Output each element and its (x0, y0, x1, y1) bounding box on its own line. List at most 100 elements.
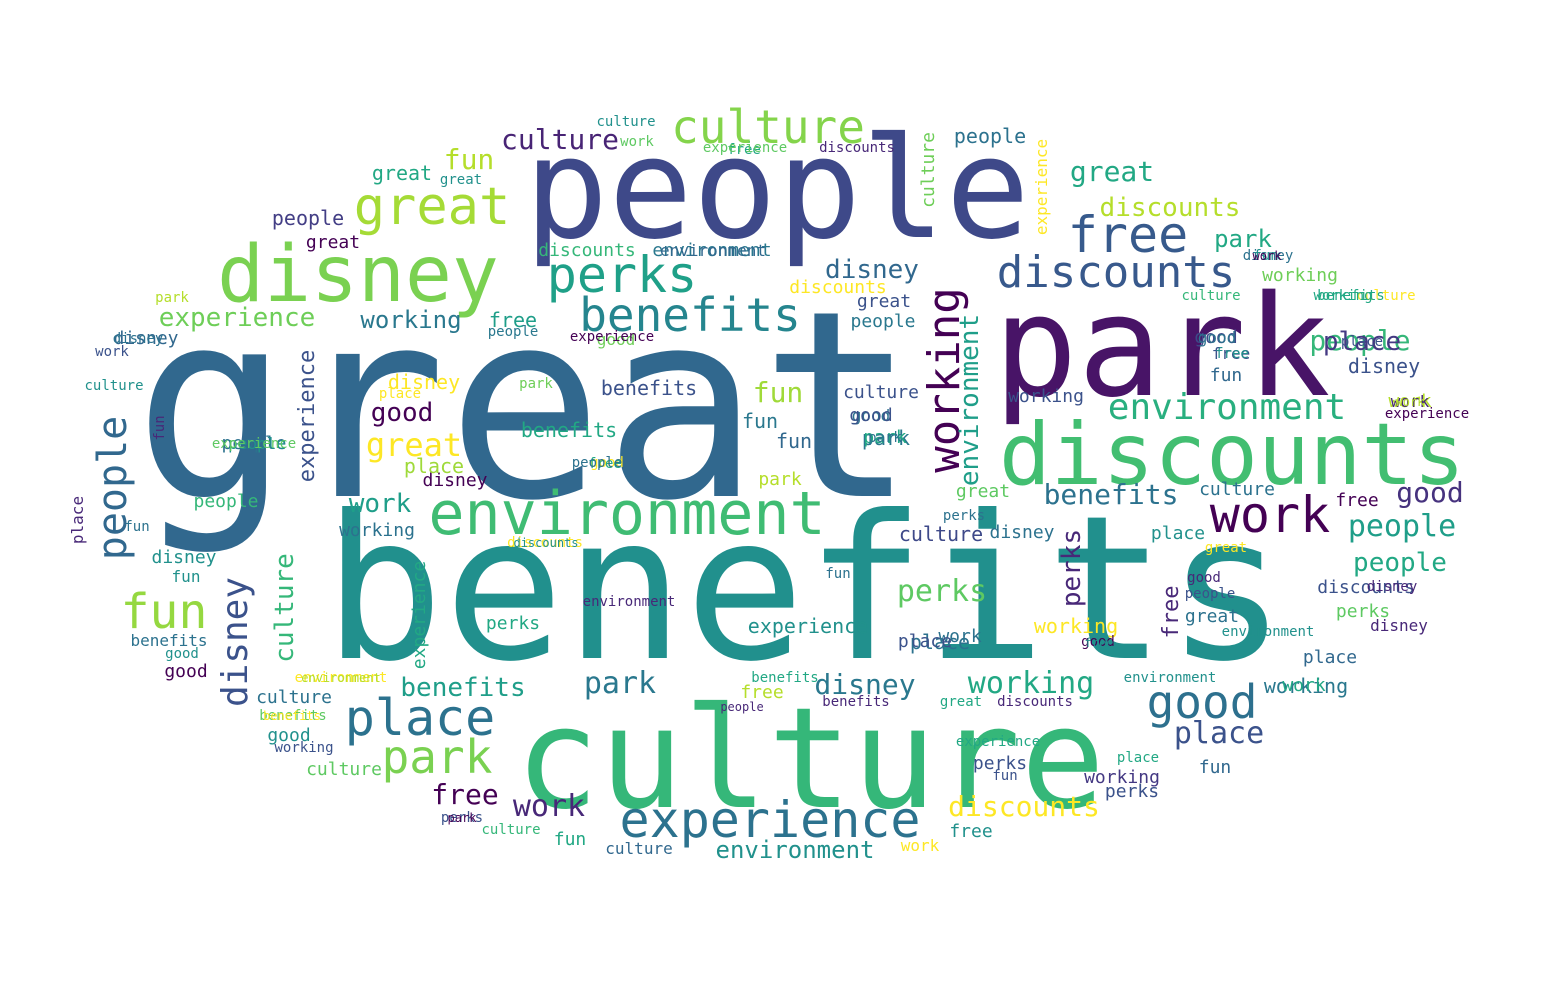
cloud-word: disney (825, 255, 919, 285)
cloud-word: working (1008, 386, 1084, 407)
cloud-word: people (850, 311, 916, 332)
cloud-word: good (1081, 634, 1115, 650)
cloud-word: people (720, 700, 764, 714)
cloud-word: great (365, 426, 463, 464)
cloud-word: experience (409, 560, 430, 670)
cloud-word: benefits (263, 709, 321, 723)
cloud-word: good (596, 330, 636, 349)
cloud-word: place (1340, 334, 1384, 350)
cloud-word: disney (215, 576, 256, 708)
cloud-word: benefits (579, 288, 801, 342)
cloud-word: culture (605, 839, 673, 858)
cloud-word: experience (1384, 406, 1470, 422)
cloud-word: great (1204, 540, 1248, 556)
cloud-word: park (583, 666, 657, 701)
cloud-word: place (344, 689, 496, 747)
cloud-word: place (68, 495, 87, 545)
cloud-word: good (1396, 476, 1464, 509)
cloud-word: culture (514, 678, 1106, 841)
cloud-word: work (1209, 486, 1331, 544)
cloud-word: environment (1107, 387, 1347, 428)
cloud-word: people (487, 324, 539, 340)
cloud-word: perks (485, 613, 541, 634)
cloud-word: disney (1366, 579, 1418, 595)
cloud-word: disney (151, 547, 217, 568)
cloud-word: great (439, 172, 483, 188)
cloud-word: discounts (538, 240, 636, 261)
cloud-word: working (274, 740, 334, 756)
cloud-word: fun (171, 567, 201, 586)
cloud-word: work (1390, 392, 1430, 411)
cloud-word: perks (440, 810, 484, 826)
cloud-word: experience (619, 791, 921, 849)
cloud-word: people (571, 455, 623, 471)
cloud-word: people (1347, 509, 1457, 544)
cloud-word: free (588, 456, 622, 472)
cloud-word: environment (660, 241, 766, 260)
cloud-word: working (1313, 288, 1373, 304)
cloud-word: people (1184, 586, 1236, 602)
cloud-word: good (590, 455, 624, 471)
cloud-word: disney (814, 668, 916, 701)
cloud-word: good (1187, 570, 1221, 586)
cloud-word: free (431, 778, 499, 811)
cloud-word: place (378, 386, 422, 402)
cloud-word: great (371, 161, 433, 185)
cloud-word: people (221, 433, 287, 454)
cloud-word: working (1033, 614, 1119, 638)
cloud-word: working (360, 306, 462, 334)
cloud-word: park (868, 430, 902, 446)
cloud-word: disney (1242, 248, 1294, 264)
cloud-word: experience (955, 734, 1041, 750)
cloud-word: benefits (1043, 478, 1179, 511)
cloud-word: people (193, 491, 259, 512)
cloud-word: experience (158, 303, 316, 333)
cloud-word: good (1146, 675, 1258, 729)
cloud-word: disney (422, 470, 488, 491)
cloud-word: experience (211, 436, 297, 452)
cloud-word: disney (113, 328, 179, 349)
cloud-word: perks (1057, 528, 1087, 608)
cloud-word: environment (301, 671, 381, 685)
cloud-word: disney (989, 522, 1055, 543)
cloud-word: disney (112, 331, 164, 347)
cloud-word: fun (1253, 248, 1279, 264)
cloud-word: free (1215, 346, 1249, 362)
cloud-word: park (1214, 225, 1272, 253)
cloud-word: fun (443, 143, 495, 176)
cloud-word: people (953, 124, 1027, 148)
cloud-word: fun (1209, 365, 1243, 386)
cloud-word: people (524, 108, 1030, 271)
cloud-word: discounts (1099, 193, 1241, 223)
cloud-word: discounts (507, 535, 583, 551)
cloud-word: perks (896, 574, 988, 609)
cloud-word: free (1335, 490, 1379, 511)
cloud-word: experience (1032, 138, 1051, 236)
cloud-word: culture (306, 759, 382, 780)
cloud-word: fun (124, 519, 150, 535)
cloud-word: benefits (323, 473, 1287, 706)
cloud-word: discounts (819, 140, 895, 156)
cloud-word: perks (1104, 781, 1160, 802)
cloud-word: work (1388, 391, 1432, 412)
cloud-word: work (1252, 249, 1282, 263)
cloud-word: discounts (948, 790, 1100, 823)
cloud-word: environment (1123, 670, 1217, 686)
cloud-word: discounts (513, 536, 579, 550)
cloud-word: working (1263, 674, 1349, 698)
cloud-word: free (1159, 585, 1184, 639)
cloud-word: culture (270, 553, 300, 663)
cloud-word: benefits (600, 376, 698, 400)
cloud-word: place (1116, 750, 1160, 766)
cloud-word: good (164, 661, 208, 682)
cloud-word: fun (120, 584, 208, 640)
cloud-word: environment (294, 670, 388, 686)
cloud-word: discounts (997, 694, 1073, 710)
cloud-word: park (758, 469, 802, 490)
cloud-word: place (403, 454, 465, 478)
cloud-word: people (1309, 324, 1411, 357)
cloud-word: perks (1335, 601, 1391, 622)
cloud-word: perks (546, 246, 698, 304)
cloud-word: experience (295, 349, 320, 483)
